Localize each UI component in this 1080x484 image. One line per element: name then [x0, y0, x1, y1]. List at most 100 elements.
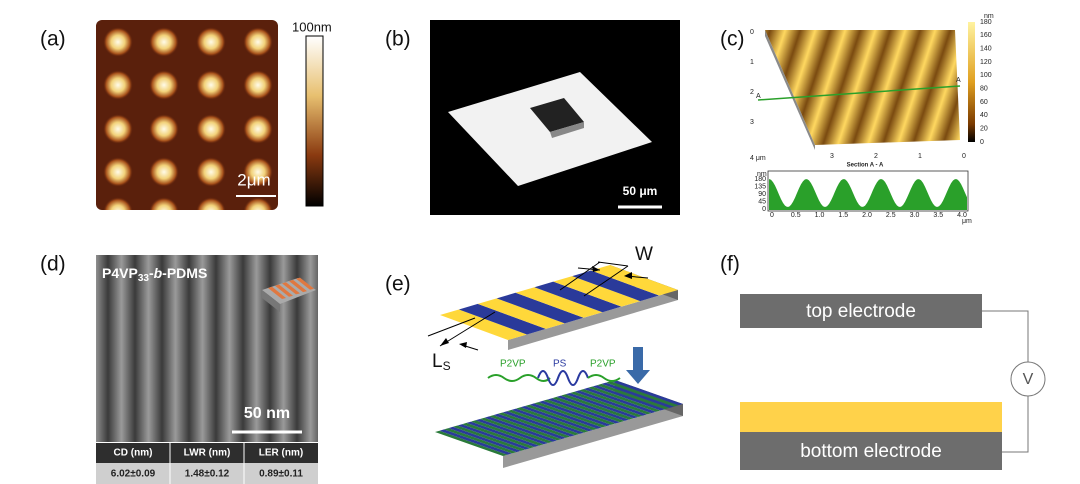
- scale-label: 50 μm: [623, 184, 658, 198]
- section-ytick: 180: [754, 176, 766, 183]
- section-ytick: 0: [762, 206, 766, 213]
- dot: [243, 27, 273, 57]
- inset: [262, 277, 316, 312]
- table-header-cell: LWR (nm): [184, 448, 231, 459]
- stripe: [448, 426, 521, 453]
- wire: [982, 310, 1029, 362]
- top-electrode: [740, 294, 982, 328]
- panel-label: (e): [385, 273, 411, 296]
- chain-p2vp: [487, 374, 551, 382]
- section-xtick: 0.5: [791, 212, 801, 219]
- inset-stripe: [275, 284, 293, 297]
- axis-label: 2: [750, 89, 754, 96]
- afm-surface: [765, 30, 960, 145]
- stripe: [553, 276, 641, 307]
- stripe: [440, 309, 527, 340]
- dot-grid: [103, 27, 273, 210]
- colorbar-tick: 140: [980, 46, 992, 53]
- section-ytick: 135: [754, 183, 766, 190]
- section-marker: A: [956, 77, 961, 84]
- stripe: [477, 298, 565, 329]
- dot: [243, 114, 273, 144]
- ls-leader: [427, 317, 476, 337]
- wire: [1002, 396, 1029, 453]
- name-part: b: [154, 265, 163, 281]
- inset-stripe: [282, 282, 300, 295]
- inset-stripe: [289, 279, 307, 293]
- device-diagram: [740, 294, 1046, 470]
- stripe: [471, 420, 544, 446]
- stripe: [543, 399, 616, 425]
- dot: [149, 197, 179, 210]
- chain-label: PS: [553, 359, 567, 370]
- table: CD (nm) 6.02±0.09 LWR (nm) 1.48±0.12 LER (nm…: [111, 443, 303, 484]
- colorbar-tick: 80: [980, 86, 988, 93]
- section-ytick: 45: [758, 198, 766, 205]
- stripe: [579, 389, 652, 415]
- stripe: [466, 421, 539, 447]
- surface-side: [765, 30, 815, 150]
- section-ytick: 90: [758, 191, 766, 198]
- dot: [196, 197, 226, 210]
- voltmeter: [1010, 361, 1046, 397]
- w-line: [597, 261, 629, 267]
- table-cell: 0.89±0.11: [259, 469, 303, 480]
- chain-label: P2VP: [590, 359, 616, 370]
- electrode-label: top electrode: [806, 301, 916, 322]
- axis-unit: nm: [757, 171, 767, 178]
- stripe: [453, 425, 526, 451]
- stripe: [462, 422, 535, 449]
- colorbar-tick: 120: [980, 59, 992, 66]
- stripe: [457, 424, 530, 450]
- dot: [103, 114, 133, 144]
- panel-label: (a): [40, 28, 66, 51]
- stripe: [597, 383, 670, 410]
- stripe: [489, 415, 562, 441]
- hole: [530, 98, 584, 132]
- colorbar: [305, 35, 324, 207]
- arrowhead: [592, 266, 600, 272]
- dot: [196, 157, 226, 187]
- stripe: [475, 419, 548, 445]
- table-header: [96, 443, 318, 463]
- stripe: [516, 407, 589, 433]
- stripe: [534, 402, 607, 428]
- section-xtick: 0: [770, 212, 774, 219]
- w-leader: [583, 265, 629, 297]
- section-title: Section A - A: [847, 163, 884, 169]
- chain-label: P2VP: [500, 359, 526, 370]
- stripe: [601, 382, 674, 408]
- spacing-sub: S: [443, 359, 451, 373]
- stripe: [511, 408, 584, 434]
- stripe: [538, 400, 611, 427]
- table-header-cell: CD (nm): [114, 448, 153, 459]
- table-cell: 1.48±0.12: [185, 469, 230, 480]
- spacing-main: L: [432, 351, 443, 372]
- stripe: [606, 381, 679, 407]
- colorbar-tick: 160: [980, 32, 992, 39]
- name-part: P4VP: [102, 265, 138, 281]
- w-leader: [559, 261, 601, 291]
- panel-label: (d): [40, 253, 66, 276]
- dot: [103, 157, 133, 187]
- stripe: [552, 396, 625, 423]
- stripe: [507, 409, 580, 436]
- table-cell: 6.02±0.09: [111, 469, 156, 480]
- stripe: [592, 385, 665, 411]
- stripe: [588, 386, 661, 412]
- stripe: [547, 398, 620, 424]
- dot: [149, 70, 179, 100]
- stripe: [565, 393, 638, 419]
- stripe: [525, 404, 598, 430]
- hole-wall: [550, 122, 584, 138]
- inset-base: [262, 278, 316, 304]
- colorbar-tick: 20: [980, 126, 988, 133]
- section-xtick: 1.0: [815, 212, 825, 219]
- stripe: [458, 303, 546, 335]
- stripe: [574, 390, 647, 416]
- dot: [196, 70, 226, 100]
- bottom-electrode: [740, 432, 1002, 470]
- inset-stripe: [296, 277, 314, 290]
- axis-label: 1: [750, 59, 754, 66]
